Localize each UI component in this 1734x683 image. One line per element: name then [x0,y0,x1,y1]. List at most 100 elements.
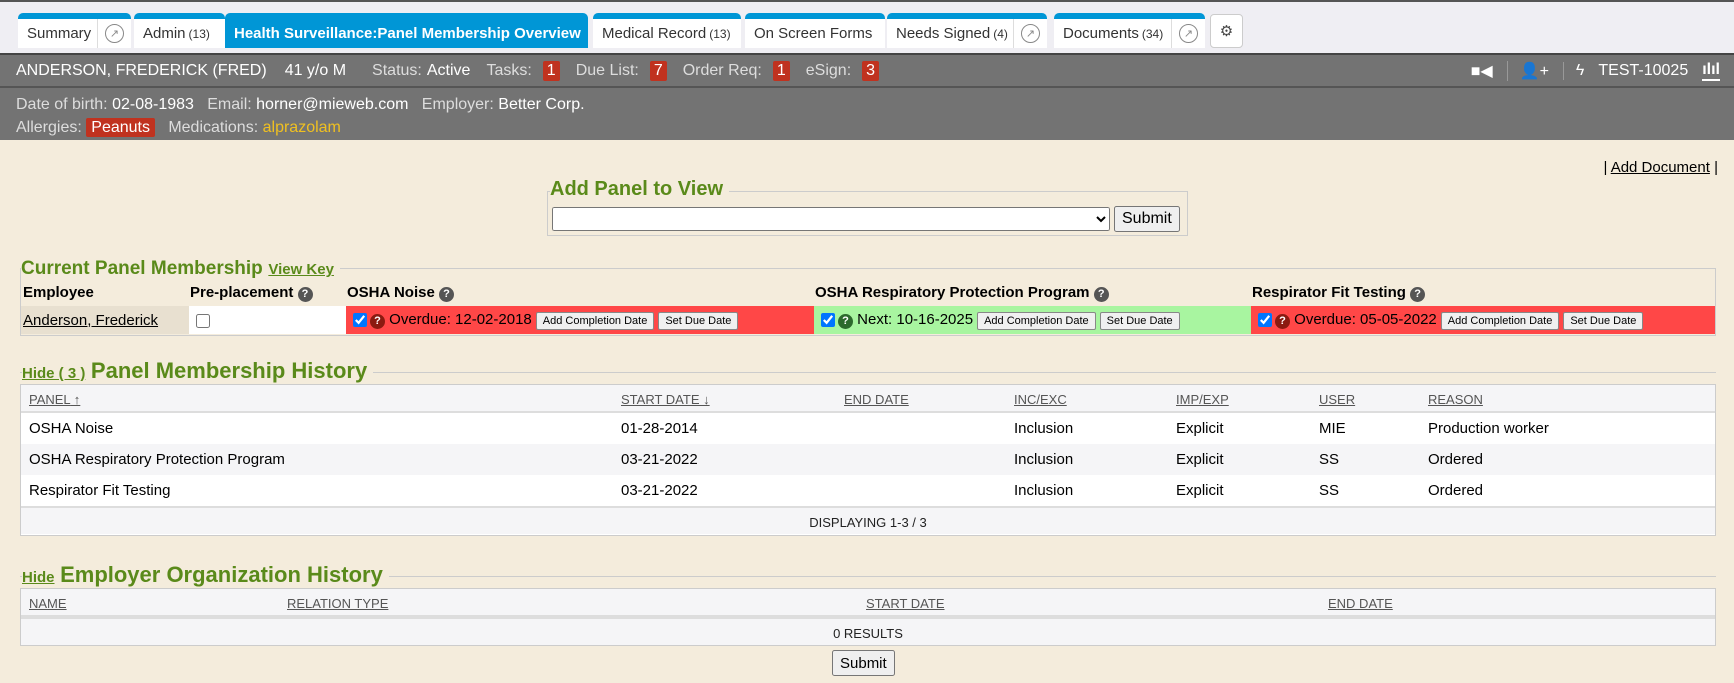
tab-label: Health Surveillance:Panel Membership Ove… [234,25,581,42]
col-start-date[interactable]: START DATE ↓ [621,392,710,407]
col-relation-type[interactable]: RELATION TYPE [287,596,389,611]
tab-count: (13) [709,26,731,41]
add-document-link-wrap: | Add Document | [1603,159,1718,176]
tab-label: Medical Record [602,25,707,42]
order-req-label: Order Req: [682,61,762,79]
col-end-date[interactable]: END DATE [844,392,909,407]
pre-placement-checkbox[interactable] [196,313,210,328]
open-external-icon[interactable]: ↗ [97,19,131,48]
col-reason[interactable]: REASON [1428,392,1483,407]
grid-header: NAME RELATION TYPE START DATE END DATE [21,589,1715,617]
cell: Explicit [1176,451,1224,468]
tab-panel-membership-overview[interactable]: Health Surveillance:Panel Membership Ove… [225,13,588,48]
help-icon[interactable]: ? [438,286,454,302]
osha-noise-checkbox[interactable] [353,312,367,327]
add-completion-date-button[interactable]: Add Completion Date [1440,311,1560,330]
osha-respiratory-status: Next: 10-16-2025 [857,310,974,328]
cell: 01-28-2014 [621,420,698,437]
tab-label: Needs Signed [896,25,991,42]
tab-label: On Screen Forms [754,25,873,42]
view-key-link[interactable]: View Key [268,261,334,278]
add-completion-date-button[interactable]: Add Completion Date [535,311,655,330]
open-external-icon[interactable]: ↗ [1013,19,1047,48]
table-row[interactable]: OSHA Respiratory Protection Program 03-21… [21,444,1715,475]
grid-footer: DISPLAYING 1-3 / 3 [21,506,1715,534]
status-value: Active [426,61,471,79]
cell: SS [1319,451,1340,468]
set-due-date-button[interactable]: Set Due Date [658,311,739,330]
add-completion-date-button[interactable]: Add Completion Date [977,311,1096,330]
submit-button[interactable]: Submit [832,650,895,676]
employee-link[interactable]: Anderson, Frederick [23,311,159,329]
medication-value: alprazolam [262,119,341,136]
esign-badge[interactable]: 3 [862,60,880,81]
panel-history-legend: Panel Membership History [90,358,368,383]
respirator-fit-checkbox[interactable] [1258,312,1272,327]
employer-history-legend: Employer Organization History [60,562,383,587]
col-imp-exp[interactable]: IMP/EXP [1176,392,1229,407]
tab-needs-signed[interactable]: Needs Signed (4) ↗ [887,13,1047,48]
email-value: horner@mieweb.com [256,96,409,113]
osha-noise-status: Overdue: 12-02-2018 [389,310,532,328]
col-user[interactable]: USER [1319,392,1356,407]
settings-gear-icon[interactable]: ⚙ [1210,14,1243,48]
cell: Inclusion [1014,482,1074,499]
allergy-badge: Peanuts [86,118,155,137]
help-icon[interactable]: ? [370,313,385,329]
add-panel-legend: Add Panel to View [550,178,729,201]
cell: Ordered [1428,482,1484,499]
patient-id: TEST-10025 [1598,61,1689,79]
col-end-date[interactable]: END DATE [1328,596,1393,611]
help-icon[interactable]: ? [297,286,313,302]
lightning-icon[interactable]: ϟ [1562,61,1584,80]
tab-medical-record[interactable]: Medical Record (13) [593,13,741,48]
col-name[interactable]: NAME [29,596,67,611]
col-osha-respiratory: OSHA Respiratory Protection Program [815,283,1090,301]
respirator-fit-status: Overdue: 05-05-2022 [1294,310,1437,328]
add-user-icon[interactable]: 👤+ [1506,60,1549,81]
tab-label: Admin [143,25,186,42]
cell: Explicit [1176,420,1224,437]
open-external-icon[interactable]: ↗ [1171,19,1205,48]
patient-header: ANDERSON, FREDERICK (FRED) 41 y/o M Stat… [0,53,1734,88]
col-osha-noise: OSHA Noise [347,283,435,301]
esign-label: eSign: [805,61,852,79]
cell: Ordered [1428,451,1484,468]
tab-admin[interactable]: Admin (13) [134,13,225,48]
allergies-label: Allergies: [16,119,82,136]
due-list-badge[interactable]: 7 [649,60,667,81]
col-start-date[interactable]: START DATE [866,596,945,611]
video-camera-icon[interactable]: ■◀ [1470,62,1493,80]
cell: Explicit [1176,482,1224,499]
hide-employer-link[interactable]: Hide [22,569,55,586]
hide-history-link[interactable]: Hide ( 3 ) [22,365,86,382]
panel-history-grid: PANEL ↑ START DATE ↓ END DATE INC/EXC IM… [20,384,1716,536]
help-icon[interactable]: ? [1410,286,1426,302]
dob-label: Date of birth: [16,96,108,113]
set-due-date-button[interactable]: Set Due Date [1563,311,1644,330]
set-due-date-button[interactable]: Set Due Date [1099,311,1180,330]
dob-value: 02-08-1983 [112,96,194,113]
table-row[interactable]: Respirator Fit Testing 03-21-2022 Inclusio… [21,475,1715,506]
order-req-badge[interactable]: 1 [772,60,790,81]
tab-on-screen-forms[interactable]: On Screen Forms [745,13,885,48]
col-inc-exc[interactable]: INC/EXC [1014,392,1067,407]
panel-select[interactable] [552,207,1110,231]
add-panel-submit-button[interactable]: Submit [1114,206,1180,232]
tab-label: Documents [1063,25,1139,42]
add-document-link[interactable]: Add Document [1610,159,1710,176]
osha-respiratory-checkbox[interactable] [821,312,835,327]
tasks-badge[interactable]: 1 [542,60,560,81]
tab-bar: Summary ↗ Admin (13) Health Surveillance:P… [0,0,1734,53]
due-list-label: Due List: [575,61,639,79]
employer-history-grid: NAME RELATION TYPE START DATE END DATE 0… [20,588,1716,646]
status-label: Status: [372,61,422,79]
help-icon[interactable]: ? [1275,313,1290,329]
table-row[interactable]: OSHA Noise 01-28-2014 Inclusion Explicit MIE… [21,413,1715,444]
col-panel[interactable]: PANEL ↑ [29,392,81,407]
tab-summary[interactable]: Summary ↗ [18,13,131,48]
help-icon[interactable]: ? [838,313,853,329]
tab-documents[interactable]: Documents (34) ↗ [1054,13,1205,48]
bar-chart-icon[interactable]: ılıl [1702,61,1720,81]
help-icon[interactable]: ? [1093,286,1109,302]
